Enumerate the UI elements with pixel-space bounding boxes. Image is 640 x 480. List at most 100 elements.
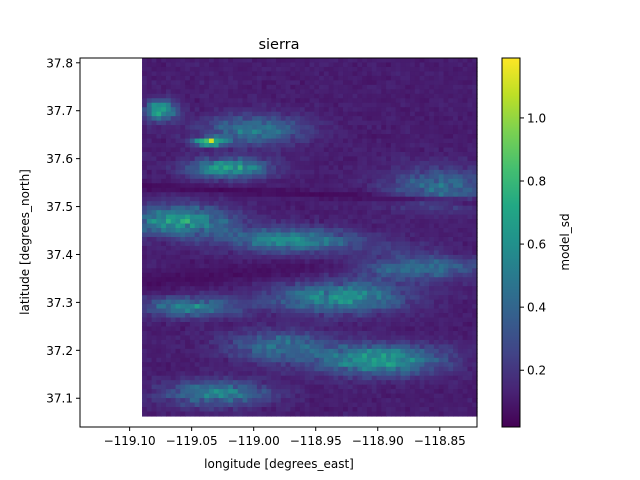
heatmap-cell bbox=[151, 205, 157, 211]
heatmap-cell bbox=[151, 250, 157, 256]
heatmap-cell bbox=[304, 134, 311, 140]
heatmap-cell bbox=[223, 366, 229, 372]
heatmap-cell bbox=[405, 192, 411, 198]
heatmap-cell bbox=[185, 254, 191, 260]
heatmap-cell bbox=[237, 111, 244, 117]
heatmap-cell bbox=[352, 371, 358, 377]
heatmap-cell bbox=[209, 219, 215, 225]
heatmap-cell bbox=[228, 58, 234, 64]
heatmap-cell bbox=[319, 174, 325, 180]
heatmap-cell bbox=[204, 219, 210, 225]
heatmap-cell bbox=[433, 143, 440, 149]
heatmap-cell bbox=[323, 339, 330, 345]
heatmap-cell bbox=[453, 169, 459, 175]
heatmap-cell bbox=[414, 241, 421, 247]
heatmap-cell bbox=[170, 339, 177, 345]
heatmap-cell bbox=[328, 151, 335, 158]
heatmap-cell bbox=[276, 129, 282, 135]
heatmap-cell bbox=[161, 210, 167, 216]
heatmap-cell bbox=[199, 62, 205, 68]
heatmap-cell bbox=[390, 371, 397, 377]
heatmap-cell bbox=[256, 353, 263, 359]
heatmap-cell bbox=[343, 286, 349, 292]
heatmap-cell bbox=[424, 125, 430, 131]
heatmap-cell bbox=[290, 62, 296, 68]
heatmap-cell bbox=[333, 286, 339, 292]
heatmap-cell bbox=[247, 120, 253, 126]
heatmap-cell bbox=[237, 223, 244, 229]
heatmap-cell bbox=[362, 353, 368, 359]
heatmap-cell bbox=[443, 353, 449, 359]
heatmap-cell bbox=[448, 335, 454, 341]
heatmap-cell bbox=[256, 143, 263, 149]
heatmap-cell bbox=[247, 299, 253, 305]
heatmap-cell bbox=[438, 138, 445, 144]
heatmap-cell bbox=[381, 66, 387, 73]
heatmap-cell bbox=[261, 304, 268, 310]
heatmap-cell bbox=[280, 196, 287, 202]
heatmap-cell bbox=[290, 201, 296, 207]
heatmap-cell bbox=[266, 339, 272, 345]
heatmap-cell bbox=[405, 357, 411, 363]
heatmap-cell bbox=[156, 236, 162, 243]
heatmap-cell bbox=[199, 134, 205, 140]
heatmap-cell bbox=[410, 344, 416, 350]
heatmap-cell bbox=[472, 362, 478, 368]
heatmap-cell bbox=[266, 102, 272, 108]
heatmap-cell bbox=[156, 299, 162, 305]
heatmap-cell bbox=[390, 304, 397, 310]
heatmap-cell bbox=[170, 259, 177, 265]
heatmap-cell bbox=[189, 277, 196, 283]
heatmap-cell bbox=[256, 62, 263, 68]
heatmap-cell bbox=[304, 174, 311, 180]
heatmap-cell bbox=[266, 362, 272, 368]
heatmap-cell bbox=[165, 375, 172, 381]
heatmap-cell bbox=[462, 71, 469, 77]
heatmap-cell bbox=[170, 299, 177, 305]
heatmap-cell bbox=[472, 353, 478, 359]
heatmap-cell bbox=[366, 210, 373, 216]
heatmap-cell bbox=[304, 317, 311, 323]
heatmap-cell bbox=[362, 286, 368, 292]
heatmap-cell bbox=[319, 268, 325, 274]
heatmap-cell bbox=[151, 308, 157, 314]
heatmap-cell bbox=[180, 192, 186, 198]
heatmap-cell bbox=[290, 58, 296, 64]
heatmap-cell bbox=[347, 183, 354, 189]
heatmap-cell bbox=[362, 259, 368, 265]
heatmap-cell bbox=[362, 313, 368, 319]
heatmap-cell bbox=[457, 304, 464, 310]
heatmap-cell bbox=[472, 178, 478, 184]
heatmap-cell bbox=[414, 75, 421, 81]
heatmap-cell bbox=[472, 156, 478, 162]
heatmap-cell bbox=[405, 326, 411, 332]
heatmap-cell bbox=[453, 129, 459, 135]
heatmap-cell bbox=[247, 353, 253, 359]
heatmap-cell bbox=[156, 348, 162, 354]
heatmap-cell bbox=[309, 366, 315, 372]
heatmap-cell bbox=[232, 196, 239, 202]
heatmap-cell bbox=[204, 201, 210, 207]
heatmap-cell bbox=[266, 317, 272, 323]
heatmap-cell bbox=[209, 371, 215, 377]
heatmap-cell bbox=[199, 232, 205, 238]
heatmap-cell bbox=[457, 299, 464, 305]
heatmap-cell bbox=[285, 98, 291, 104]
heatmap-cell bbox=[338, 250, 344, 256]
heatmap-cell bbox=[328, 125, 335, 131]
heatmap-cell bbox=[261, 290, 268, 296]
heatmap-cell bbox=[232, 187, 239, 193]
heatmap-cell bbox=[223, 286, 229, 292]
heatmap-cell bbox=[352, 313, 358, 319]
heatmap-cell bbox=[175, 330, 181, 337]
heatmap-cell bbox=[410, 125, 416, 131]
heatmap-cell bbox=[189, 281, 196, 287]
heatmap-cell bbox=[357, 219, 363, 225]
heatmap-cell bbox=[213, 143, 220, 149]
heatmap-cell bbox=[467, 219, 473, 225]
heatmap-cell bbox=[185, 125, 191, 131]
heatmap-cell bbox=[371, 263, 378, 269]
heatmap-cell bbox=[467, 259, 473, 265]
heatmap-cell bbox=[362, 357, 368, 363]
heatmap-cell bbox=[218, 75, 224, 81]
